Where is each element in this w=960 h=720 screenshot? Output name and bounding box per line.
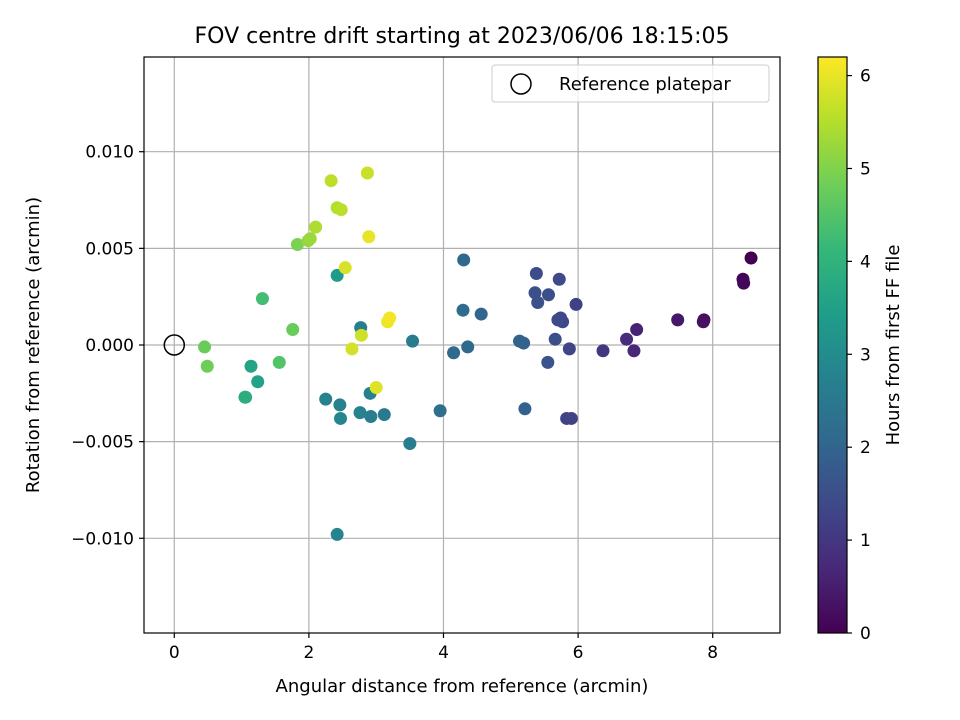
scatter-point: [403, 437, 417, 451]
scatter-point: [433, 404, 447, 418]
scatter-point: [362, 230, 376, 244]
scatter-point: [551, 313, 565, 327]
scatter-point: [696, 315, 710, 329]
colorbar-tick-label: 2: [860, 438, 871, 458]
scatter-point: [198, 340, 212, 354]
scatter-point: [513, 334, 527, 348]
scatter-points: [163, 166, 758, 541]
scatter-point: [334, 203, 348, 217]
chart-title: FOV centre drift starting at 2023/06/06 …: [195, 24, 730, 49]
scatter-point: [239, 390, 253, 404]
colorbar-label: Hours from first FF file: [883, 245, 904, 446]
scatter-point: [596, 344, 610, 358]
scatter-point: [518, 402, 532, 416]
scatter-point: [541, 355, 555, 369]
scatter-point: [290, 237, 304, 251]
y-tick-label: 0.010: [85, 143, 134, 163]
scatter-point: [319, 392, 333, 406]
y-axis-label: Rotation from reference (arcmin): [23, 197, 44, 493]
scatter-point: [272, 355, 286, 369]
scatter-point: [528, 286, 542, 300]
y-tick-label: 0.000: [85, 336, 134, 356]
scatter-point: [360, 166, 374, 180]
scatter-point: [529, 266, 543, 280]
scatter-point: [251, 375, 265, 389]
y-axis-ticks: −0.010 −0.005 0.000 0.005 0.010: [71, 143, 144, 549]
scatter-point: [334, 411, 348, 425]
scatter-point: [338, 261, 352, 275]
scatter-point: [286, 323, 300, 337]
scatter-point: [630, 323, 644, 337]
scatter-point: [255, 292, 269, 306]
legend-reference-marker: [510, 73, 532, 95]
scatter-point: [552, 272, 566, 286]
scatter-point: [569, 297, 583, 311]
scatter-point: [330, 527, 344, 541]
reference-platepar-marker: [163, 334, 186, 356]
scatter-point: [330, 268, 344, 282]
scatter-point: [406, 334, 420, 348]
legend-box: [491, 64, 770, 103]
colorbar-tick-label: 5: [860, 159, 871, 179]
scatter-point: [548, 332, 562, 346]
y-tick-label: −0.005: [71, 433, 134, 453]
x-tick-label: 8: [707, 643, 718, 663]
scatter-point: [671, 313, 685, 327]
scatter-point: [541, 288, 555, 302]
scatter-point: [456, 303, 470, 317]
legend: Reference platepar: [491, 64, 770, 103]
scatter-point: [244, 359, 258, 373]
scatter-point: [562, 342, 576, 356]
colorbar: 0 1 2 3 4 5 6 Hours from first FF file: [817, 56, 904, 644]
scatter-point: [447, 346, 461, 360]
colorbar-tick-label: 0: [860, 624, 871, 644]
scatter-point: [461, 340, 475, 354]
x-tick-label: 2: [303, 643, 314, 663]
scatter-point: [377, 408, 391, 422]
colorbar-tick-label: 4: [860, 252, 871, 272]
colorbar-tick-label: 6: [860, 67, 871, 87]
scatter-point: [627, 344, 641, 358]
colorbar-ticks: 0 1 2 3 4 5 6: [847, 67, 871, 644]
scatter-point: [309, 220, 323, 234]
y-tick-label: −0.010: [71, 529, 134, 549]
scatter-point: [303, 232, 317, 246]
scatter-point: [364, 410, 378, 424]
scatter-point: [620, 332, 634, 346]
grid: [144, 57, 780, 633]
colorbar-gradient: [817, 56, 848, 634]
scatter-point: [383, 311, 397, 325]
x-tick-label: 6: [573, 643, 584, 663]
x-axis-label: Angular distance from reference (arcmin): [276, 676, 649, 697]
legend-entry-label: Reference platepar: [559, 74, 731, 95]
scatter-point: [560, 411, 574, 425]
scatter-point: [354, 328, 368, 342]
scatter-point: [457, 253, 471, 267]
scatter-point: [744, 251, 758, 265]
scatter-point: [324, 174, 338, 188]
colorbar-tick-label: 3: [860, 345, 871, 365]
scatter-point: [333, 398, 347, 412]
scatter-point: [474, 307, 488, 321]
colorbar-tick-label: 1: [860, 531, 871, 551]
y-tick-label: 0.005: [85, 239, 134, 259]
scatter-point: [200, 359, 214, 373]
scatter-point: [369, 381, 383, 395]
scatter-point: [345, 342, 359, 356]
x-tick-label: 4: [438, 643, 449, 663]
x-axis-ticks: 0 2 4 6 8: [169, 633, 718, 663]
x-tick-label: 0: [169, 643, 180, 663]
scatter-point: [737, 276, 751, 290]
scatter-point: [353, 406, 367, 420]
